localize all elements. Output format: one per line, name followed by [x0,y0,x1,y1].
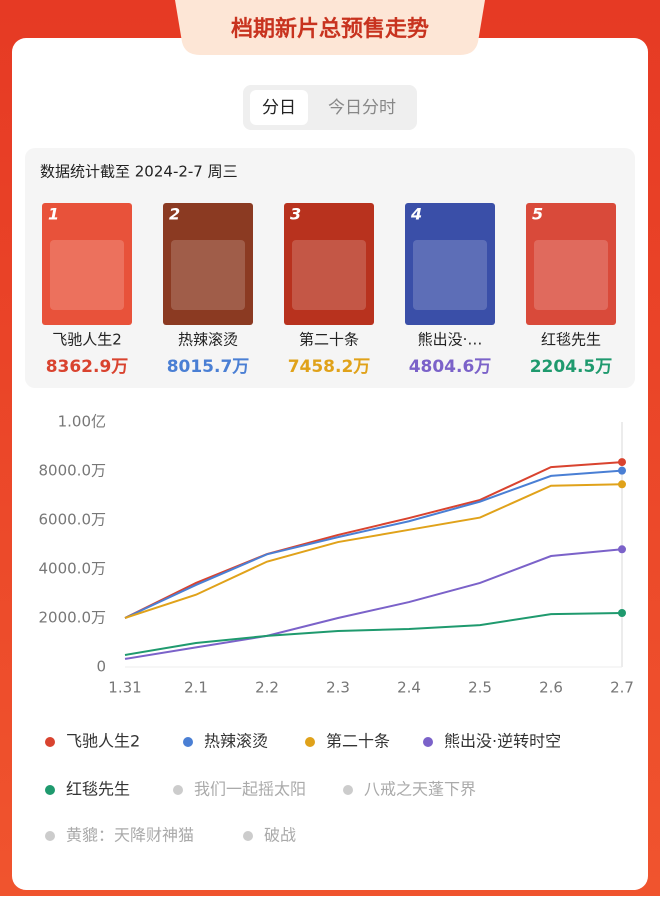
y-tick-label: 8000.0万 [39,462,107,480]
series-line [124,548,623,660]
end-point [618,545,626,554]
x-tick-label: 2.6 [539,679,563,697]
movie-name: 熊出没·… [418,331,483,349]
y-tick-label: 0 [96,658,106,676]
x-tick-label: 2.1 [184,679,208,697]
legend-label[interactable]: 黄貔：天降财神猫 [66,826,194,845]
legend-label[interactable]: 破战 [264,826,296,845]
poster-shade [171,240,245,310]
poster [526,203,616,325]
poster [163,203,253,325]
rank: 4 [410,205,422,224]
poster-shade [292,240,366,310]
legend-dot [45,785,55,795]
movie-name: 红毯先生 [541,331,601,349]
header-tab [175,0,485,55]
series-line [124,611,623,656]
end-point [618,458,626,467]
poster [284,203,374,325]
series-line [124,469,623,619]
rank: 2 [169,205,180,224]
movie-value: 7458.2万 [288,357,371,377]
tab[interactable]: 今日分时 [328,98,396,118]
legend-dot [183,737,193,747]
poster-shade [413,240,487,310]
header-title: 档期新片总预售走势 [231,16,429,42]
x-tick-label: 2.2 [255,679,279,697]
legend-dot [423,737,433,747]
movie-value: 8362.9万 [46,357,129,377]
x-tick-label: 2.4 [397,679,421,697]
legend-label[interactable]: 我们一起摇太阳 [194,780,306,799]
movie-name: 飞驰人生2 [52,331,122,349]
end-point [618,466,626,475]
x-tick-label: 2.5 [468,679,492,697]
legend-dot [173,785,183,795]
legend-dot [343,785,353,795]
poster-shade [50,240,124,310]
poster [405,203,495,325]
y-tick-label: 1.00亿 [58,413,106,431]
rank: 3 [290,205,301,224]
poster [42,203,132,325]
movie-value: 8015.7万 [167,357,250,377]
movie-name: 热辣滚烫 [178,331,238,349]
legend-label[interactable]: 八戒之天蓬下界 [364,780,476,799]
poster-shade [534,240,608,310]
legend-label[interactable]: 第二十条 [326,732,390,751]
legend-label[interactable]: 红毯先生 [66,780,130,799]
x-tick-label: 2.7 [610,679,634,697]
tab-active-bg [250,90,308,125]
legend-dot [45,831,55,841]
y-tick-label: 6000.0万 [39,511,107,529]
stats-note: 数据统计截至 2024-2-7 周三 [40,163,238,181]
rank: 1 [48,205,59,224]
end-point [618,480,626,489]
series-line [124,461,623,619]
end-point [618,608,626,617]
movie-name: 第二十条 [299,331,359,349]
legend-label[interactable]: 熊出没·逆转时空 [444,732,561,751]
legend-dot [305,737,315,747]
y-tick-label: 4000.0万 [39,560,107,578]
x-tick-label: 2.3 [326,679,350,697]
y-tick-label: 2000.0万 [39,609,107,627]
series-line [124,483,623,619]
legend-label[interactable]: 热辣滚烫 [204,732,268,751]
tab[interactable]: 分日 [262,98,296,118]
legend-dot [243,831,253,841]
rank: 5 [532,205,543,224]
x-tick-label: 1.31 [108,679,141,697]
legend-label[interactable]: 飞驰人生2 [66,732,140,751]
movie-value: 4804.6万 [409,357,492,377]
legend-dot [45,737,55,747]
movie-value: 2204.5万 [530,357,613,377]
